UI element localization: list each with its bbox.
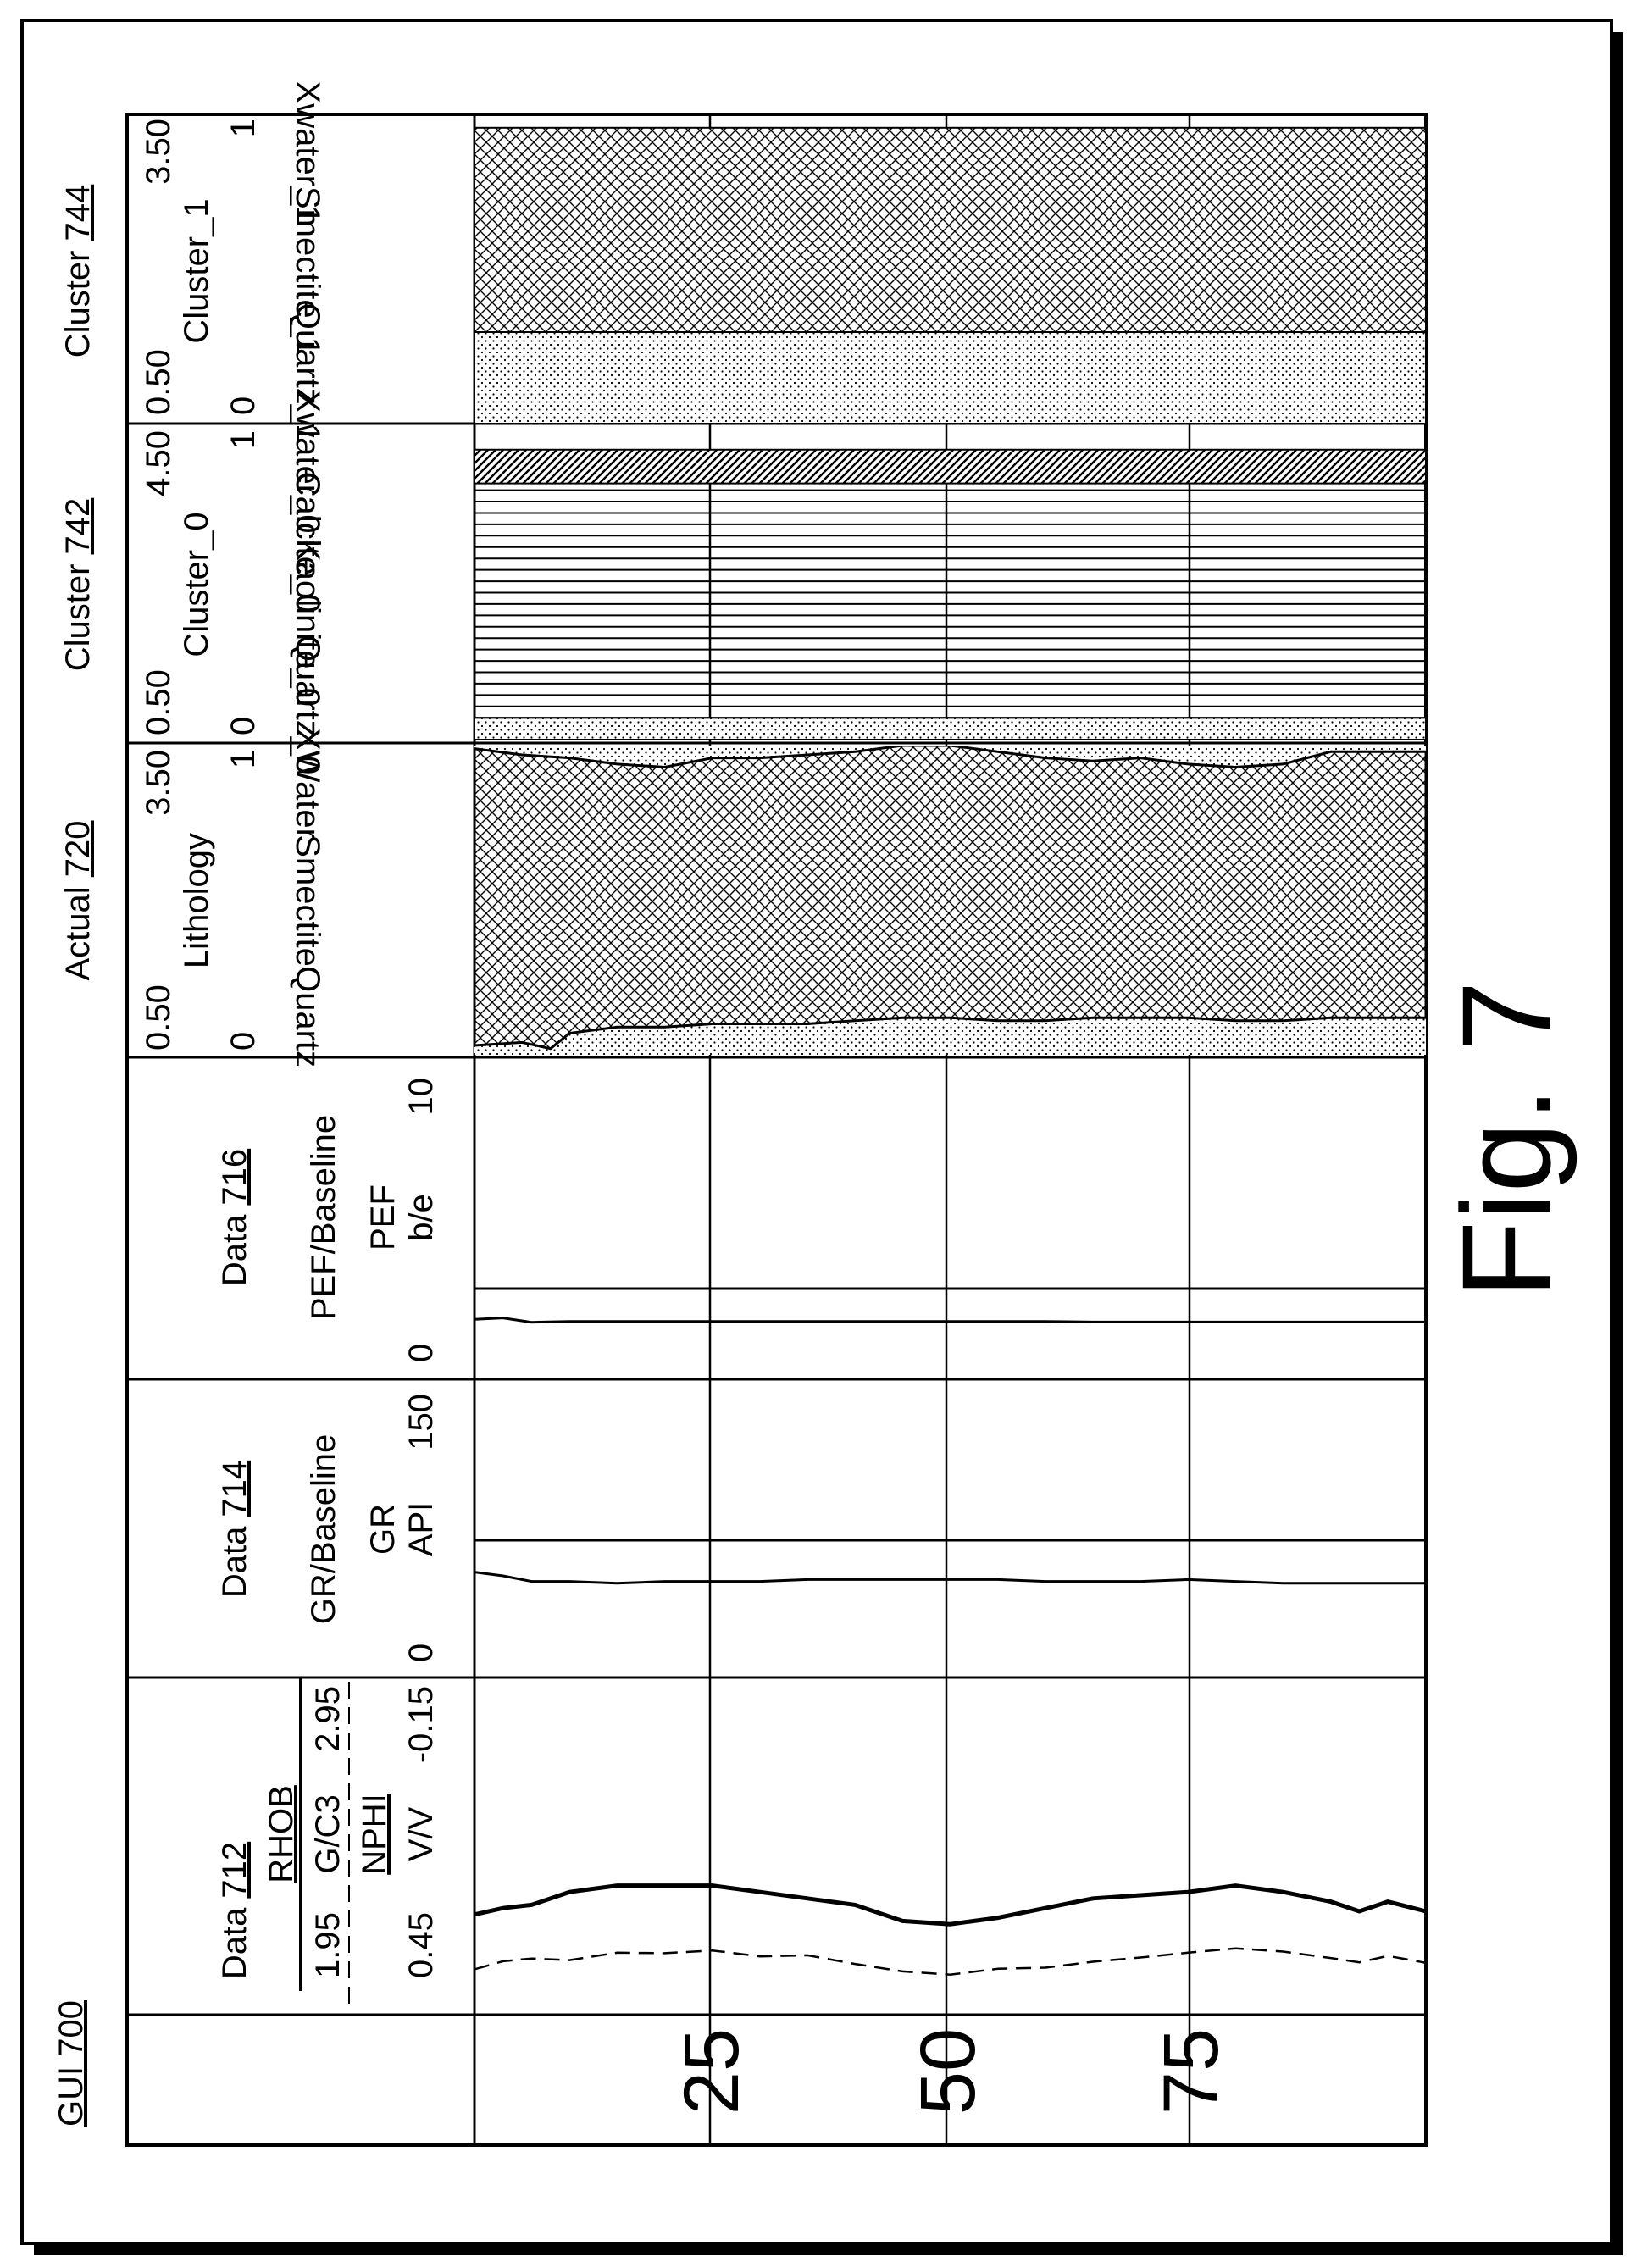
cluster1-scale-min: 0.50 (140, 349, 177, 415)
cluster1-frac-max: 1 (225, 119, 262, 137)
pef-subtitle: PEF/Baseline (305, 1115, 342, 1320)
track-header-data714: Data 714 GR/Baseline GR API 0 150 (216, 1394, 440, 1662)
actual-frac-min: 0 (225, 1032, 262, 1051)
nphi-curve (474, 1947, 1427, 1976)
rhob-name: RHOB (263, 1785, 300, 1883)
cluster1-legend-xwater: Xwater_1 (289, 81, 326, 225)
actual-legend-smectite: Smectite (289, 835, 326, 967)
actual-frac-max: 1 (225, 750, 262, 768)
smectite-1-fill (474, 126, 1427, 333)
gui-label: GUI 700 (53, 2000, 90, 2127)
nphi-name: NPHI (356, 1794, 393, 1875)
cluster1-legend-smectite: Smectite_1 (289, 186, 326, 356)
track-header-actual720: Actual 720 0.50 Lithology 3.50 0 1 Quart… (59, 728, 326, 1067)
depth-tick-50: 50 (905, 2028, 991, 2115)
rhob-min: 1.95 (309, 1912, 347, 1978)
track-header-cluster742: Cluster 742 0.50 Cluster_0 4.50 0 1 Quar… (59, 391, 326, 775)
cluster0-legend-calcite: Calcite_0 (289, 472, 326, 613)
cluster1-subtitle: Cluster_1 (178, 198, 215, 343)
cluster0-scale-min: 0.50 (140, 669, 177, 735)
rhob-max: 2.95 (309, 1686, 347, 1752)
pef-curve (474, 1317, 1426, 1324)
track-header-data716: Data 716 PEF/Baseline PEF b/e 0 10 (216, 1078, 440, 1362)
gr-unit: API (402, 1502, 440, 1556)
cluster1-legend-quartz: Quartz_1 (289, 303, 326, 443)
actual-legend-xwater: XWater (289, 728, 326, 840)
cluster0-frac-max: 1 (225, 430, 262, 449)
track-title-data714: Data 714 (216, 1461, 253, 1598)
gr-subtitle: GR/Baseline (305, 1434, 342, 1625)
nphi-unit: V/V (402, 1806, 440, 1861)
quartz-0-fill (474, 717, 1427, 740)
actual-subtitle: Lithology (178, 833, 215, 968)
depth-tick-75: 75 (1148, 2028, 1234, 2115)
nphi-min: 0.45 (402, 1912, 440, 1978)
pef-max: 10 (402, 1078, 440, 1116)
gr-curve-name: GR (364, 1504, 402, 1555)
cluster1-scale-max: 3.50 (140, 119, 177, 185)
cluster1-frac-min: 0 (225, 396, 262, 415)
actual-smectite-fill (474, 746, 1426, 1051)
track-title-cluster742: Cluster 742 (59, 498, 97, 672)
cluster0-frac-min: 0 (225, 717, 262, 735)
track-title-cluster744: Cluster 744 (59, 185, 97, 358)
cluster0-subtitle: Cluster_0 (178, 512, 215, 657)
cluster0-legend-xwater: Xwater_0 (289, 391, 326, 534)
cluster0-legend-quartz: Quartz_0 (289, 635, 326, 775)
log-grid (125, 113, 1428, 2147)
cluster0-scale-max: 4.50 (140, 430, 177, 496)
nphi-max: -0.15 (402, 1686, 440, 1763)
figure-label: Fig. 7 (1435, 980, 1578, 1298)
track-title-actual720: Actual 720 (59, 820, 97, 980)
cluster0-legend-kaolinite: Kaolinite_0 (289, 539, 326, 707)
kaolinite-0-lines (474, 489, 1426, 719)
actual-scale-max: 3.50 (140, 750, 177, 816)
pef-unit: b/e (402, 1194, 440, 1241)
depth-axis: 25 50 75 (668, 2028, 1234, 2115)
gr-min: 0 (402, 1644, 440, 1662)
track-title-data712: Data 712 (216, 1842, 253, 1979)
track-title-data716: Data 716 (216, 1149, 253, 1286)
rhob-unit: G/C3 (309, 1794, 347, 1873)
actual-scale-min: 0.50 (140, 984, 177, 1051)
gr-max: 150 (402, 1394, 440, 1450)
rhob-curve (474, 1883, 1427, 1927)
depth-tick-25: 25 (668, 2028, 755, 2115)
track-header-data712: Data 712 RHOB 1.95 G/C3 2.95 NPHI 0.45 V… (216, 1677, 440, 2004)
gr-curve (474, 1571, 1426, 1585)
pef-curve-name: PEF (364, 1184, 402, 1250)
pef-min: 0 (402, 1344, 440, 1362)
track-header-cluster744: Cluster 744 0.50 Cluster_1 3.50 0 1 Quar… (59, 81, 326, 443)
quartz-1-fill (474, 331, 1427, 424)
actual-legend-quartz: Quartz (289, 966, 326, 1067)
xwater-0-fill (474, 448, 1427, 485)
